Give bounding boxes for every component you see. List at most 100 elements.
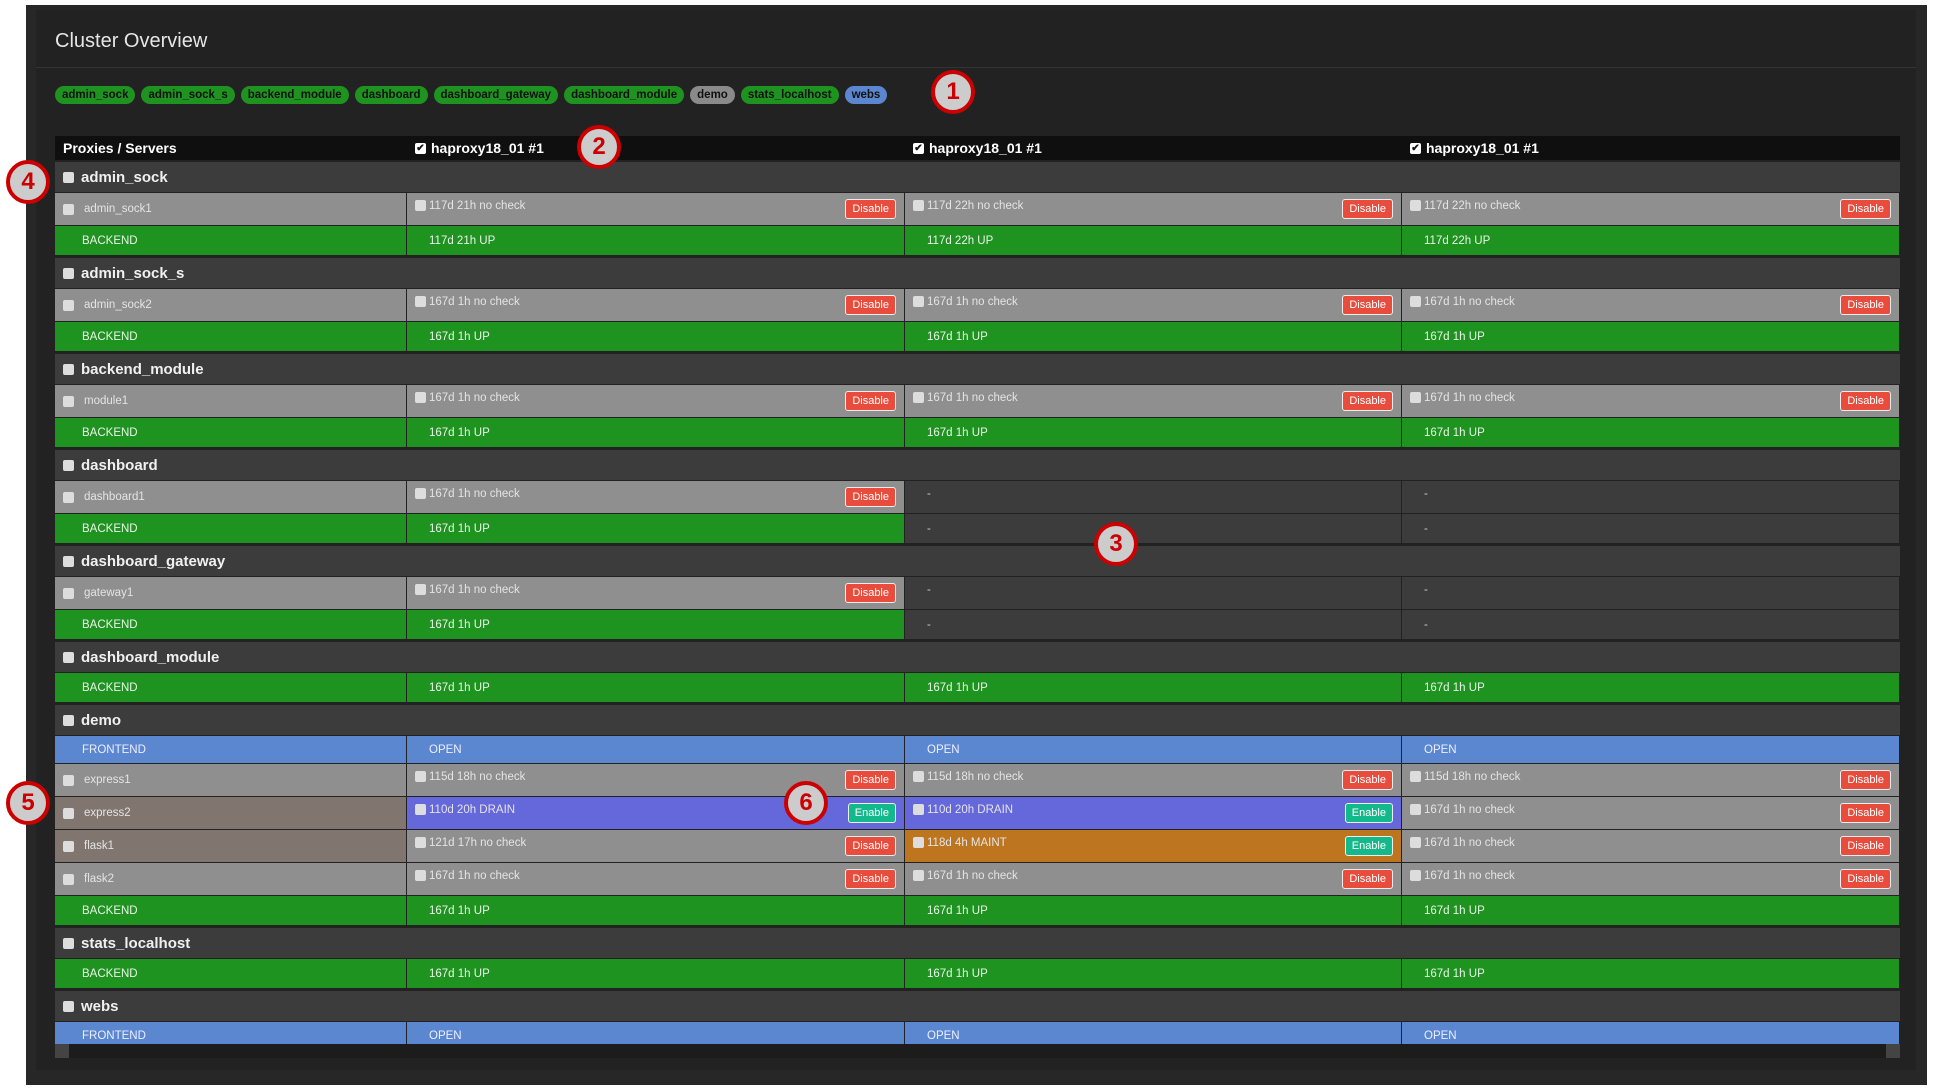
checkbox-icon[interactable] <box>913 771 924 782</box>
checkbox-icon[interactable] <box>63 807 74 819</box>
checkbox-icon[interactable] <box>63 395 74 407</box>
header-node-2[interactable]: ✔ haproxy18_01 #1 <box>905 140 1402 156</box>
row-name-cell: express2 <box>55 797 407 829</box>
status-cell: 110d 20h DRAIN Enable <box>407 797 905 829</box>
disable-button[interactable]: Disable <box>1342 295 1393 315</box>
checkbox-icon[interactable] <box>63 937 74 949</box>
checkbox-icon[interactable] <box>415 392 426 403</box>
checkbox-icon[interactable] <box>63 299 74 311</box>
disable-button[interactable]: Disable <box>1840 803 1891 823</box>
checkbox-icon[interactable] <box>415 804 426 815</box>
checkbox-icon[interactable] <box>415 837 426 848</box>
checkbox-icon[interactable] <box>1410 804 1421 815</box>
backend-row: BACKEND 117d 21h UP 117d 22h UP 117d 22h UP <box>55 226 1900 256</box>
checkbox-icon[interactable] <box>63 840 74 852</box>
checkbox-icon[interactable] <box>63 587 74 599</box>
checkbox-icon[interactable] <box>63 459 74 471</box>
checkbox-icon[interactable] <box>415 870 426 881</box>
checkbox-icon[interactable] <box>63 714 74 726</box>
enable-button[interactable]: Enable <box>1344 836 1393 856</box>
checkbox-icon[interactable] <box>913 296 924 307</box>
checkbox-icon[interactable] <box>63 267 74 279</box>
server-row: flask1 121d 17h no check Disable 118d 4h MA… <box>55 830 1900 863</box>
disable-button[interactable]: Disable <box>1342 199 1393 219</box>
disable-button[interactable]: Disable <box>1840 295 1891 315</box>
scroll-left-handle[interactable] <box>55 1044 69 1058</box>
filter-pill-dashboard[interactable]: dashboard <box>354 86 428 104</box>
checkbox-icon[interactable] <box>63 651 74 663</box>
status-cell: 167d 1h no check Disable <box>407 577 905 609</box>
checkbox-checked-icon[interactable]: ✔ <box>1410 142 1421 154</box>
status-cell: 118d 4h MAINT Enable <box>905 830 1402 862</box>
checkbox-checked-icon[interactable]: ✔ <box>913 142 924 154</box>
checkbox-icon[interactable] <box>1410 771 1421 782</box>
filter-pill-backend_module[interactable]: backend_module <box>240 86 349 104</box>
checkbox-icon[interactable] <box>415 584 426 595</box>
backend-row: BACKEND 167d 1h UP 167d 1h UP 167d 1h UP <box>55 322 1900 352</box>
disable-button[interactable]: Disable <box>845 295 896 315</box>
status-text: 115d 18h no check <box>1424 771 1521 783</box>
checkbox-checked-icon[interactable]: ✔ <box>415 142 426 154</box>
disable-button[interactable]: Disable <box>845 583 896 603</box>
header-node-1[interactable]: ✔ haproxy18_01 #1 <box>407 140 905 156</box>
disable-button[interactable]: Disable <box>1840 199 1891 219</box>
disable-button[interactable]: Disable <box>1840 391 1891 411</box>
status-cell: 167d 1h UP <box>407 514 905 543</box>
disable-button[interactable]: Disable <box>845 869 896 889</box>
checkbox-icon[interactable] <box>913 804 924 815</box>
checkbox-icon[interactable] <box>1410 392 1421 403</box>
checkbox-icon[interactable] <box>415 296 426 307</box>
checkbox-icon[interactable] <box>415 771 426 782</box>
filter-pill-webs[interactable]: webs <box>844 86 888 104</box>
status-text: 117d 22h no check <box>1424 200 1521 212</box>
checkbox-icon[interactable] <box>415 200 426 211</box>
checkbox-icon[interactable] <box>1410 837 1421 848</box>
filter-pill-stats_localhost[interactable]: stats_localhost <box>740 86 839 104</box>
status-text: 167d 1h UP <box>429 681 490 694</box>
disable-button[interactable]: Disable <box>1342 391 1393 411</box>
checkbox-icon[interactable] <box>415 488 426 499</box>
checkbox-icon[interactable] <box>63 491 74 503</box>
checkbox-icon[interactable] <box>913 200 924 211</box>
filter-pill-admin_sock_s[interactable]: admin_sock_s <box>141 86 235 104</box>
checkbox-icon[interactable] <box>1410 200 1421 211</box>
disable-button[interactable]: Disable <box>845 391 896 411</box>
filter-pill-dashboard_module[interactable]: dashboard_module <box>564 86 685 104</box>
checkbox-icon[interactable] <box>63 203 74 215</box>
checkbox-icon[interactable] <box>913 837 924 848</box>
disable-button[interactable]: Disable <box>845 199 896 219</box>
header-node-3[interactable]: ✔ haproxy18_01 #1 <box>1402 140 1900 156</box>
checkbox-icon[interactable] <box>63 171 74 183</box>
checkbox-icon[interactable] <box>63 1000 74 1012</box>
checkbox-icon[interactable] <box>63 774 74 786</box>
checkbox-icon[interactable] <box>1410 870 1421 881</box>
row-label: admin_sock1 <box>84 203 152 215</box>
enable-button[interactable]: Enable <box>1344 803 1393 823</box>
disable-button[interactable]: Disable <box>1840 869 1891 889</box>
filter-pill-dashboard_gateway[interactable]: dashboard_gateway <box>433 86 559 104</box>
disable-button[interactable]: Disable <box>845 836 896 856</box>
checkbox-icon[interactable] <box>63 873 74 885</box>
status-cell: - <box>905 481 1402 513</box>
status-cell: 167d 1h UP <box>905 896 1402 925</box>
enable-button[interactable]: Enable <box>847 803 896 823</box>
disable-button[interactable]: Disable <box>1342 770 1393 790</box>
row-label: dashboard1 <box>84 491 145 503</box>
filter-pill-admin_sock[interactable]: admin_sock <box>55 86 136 104</box>
checkbox-icon[interactable] <box>1410 296 1421 307</box>
table-header: Proxies / Servers ✔ haproxy18_01 #1 ✔ hapr… <box>55 136 1900 160</box>
checkbox-icon[interactable] <box>913 870 924 881</box>
filter-pill-demo[interactable]: demo <box>690 86 735 104</box>
row-name-cell: gateway1 <box>55 577 407 609</box>
disable-button[interactable]: Disable <box>845 770 896 790</box>
disable-button[interactable]: Disable <box>1840 770 1891 790</box>
checkbox-icon[interactable] <box>913 392 924 403</box>
checkbox-icon[interactable] <box>63 363 74 375</box>
disable-button[interactable]: Disable <box>1342 869 1393 889</box>
disable-button[interactable]: Disable <box>1840 836 1891 856</box>
checkbox-icon[interactable] <box>63 555 74 567</box>
disable-button[interactable]: Disable <box>845 487 896 507</box>
horizontal-scrollbar[interactable] <box>55 1044 1900 1058</box>
status-text: OPEN <box>429 1029 462 1042</box>
scroll-right-handle[interactable] <box>1886 1044 1900 1058</box>
